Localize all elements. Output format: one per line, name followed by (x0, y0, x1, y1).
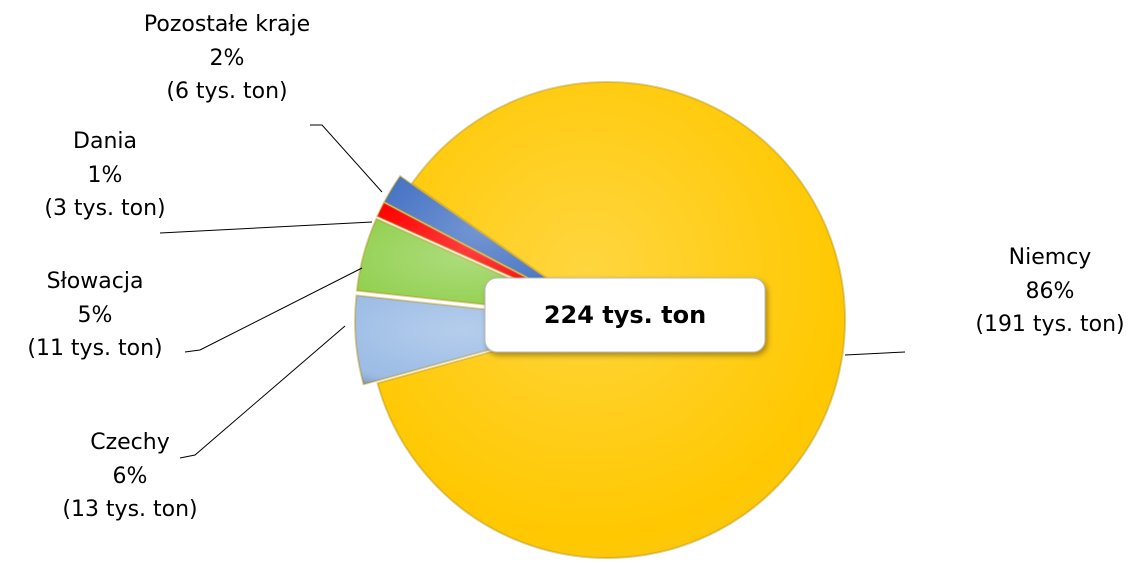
label-percent: 5% (78, 303, 113, 328)
labels: Niemcy 86% (191 tys. ton) Czechy 6% (13 tys. … (27, 12, 1124, 522)
leader-line (844, 351, 906, 356)
leader-line (159, 221, 373, 234)
center-box (484, 277, 766, 353)
label-name: Czechy (90, 430, 170, 455)
leader-line (179, 325, 346, 459)
label-percent: 86% (1026, 279, 1075, 304)
label-tonnes: (3 tys. ton) (44, 196, 165, 221)
label-name: Niemcy (1009, 245, 1092, 270)
label-percent: 1% (88, 163, 123, 188)
label-name: Słowacja (47, 269, 144, 294)
center-label: 224 tys. ton (544, 301, 706, 329)
label-tonnes: (6 tys. ton) (166, 79, 287, 104)
label-tonnes: (191 tys. ton) (975, 312, 1124, 337)
leader-line (310, 124, 383, 193)
label-percent: 6% (113, 464, 148, 489)
label-name: Pozostałe kraje (144, 12, 310, 37)
label-percent: 2% (210, 46, 245, 71)
label-tonnes: (11 tys. ton) (27, 336, 162, 361)
label-tonnes: (13 tys. ton) (62, 497, 197, 522)
leader-line (184, 267, 363, 353)
label-name: Dania (73, 129, 137, 154)
